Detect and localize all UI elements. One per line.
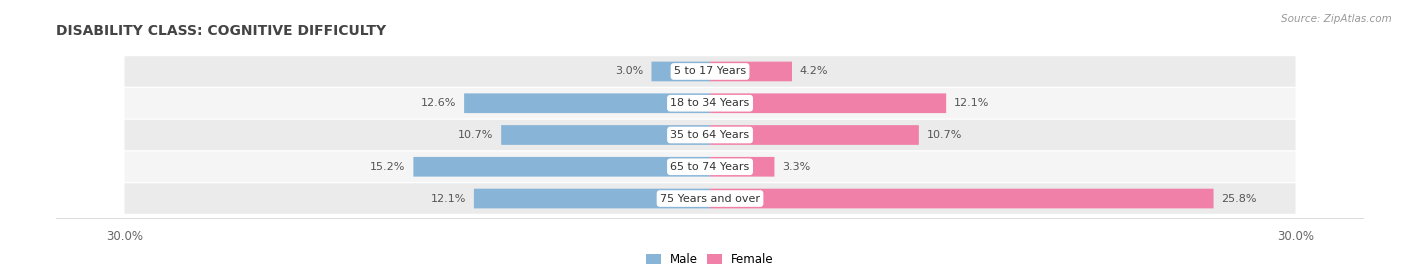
FancyBboxPatch shape <box>710 157 775 177</box>
FancyBboxPatch shape <box>710 62 792 81</box>
Text: 3.0%: 3.0% <box>616 66 644 76</box>
FancyBboxPatch shape <box>464 93 710 113</box>
FancyBboxPatch shape <box>125 56 1295 87</box>
FancyBboxPatch shape <box>651 62 710 81</box>
FancyBboxPatch shape <box>125 183 1295 214</box>
Text: 18 to 34 Years: 18 to 34 Years <box>671 98 749 108</box>
FancyBboxPatch shape <box>125 151 1295 182</box>
FancyBboxPatch shape <box>710 93 946 113</box>
Text: 15.2%: 15.2% <box>370 162 405 172</box>
Text: 4.2%: 4.2% <box>800 66 828 76</box>
Text: DISABILITY CLASS: COGNITIVE DIFFICULTY: DISABILITY CLASS: COGNITIVE DIFFICULTY <box>56 24 387 38</box>
FancyBboxPatch shape <box>413 157 710 177</box>
FancyBboxPatch shape <box>710 189 1213 208</box>
Text: 12.1%: 12.1% <box>430 194 465 204</box>
Text: 65 to 74 Years: 65 to 74 Years <box>671 162 749 172</box>
Text: 10.7%: 10.7% <box>927 130 962 140</box>
FancyBboxPatch shape <box>710 125 920 145</box>
Text: 35 to 64 Years: 35 to 64 Years <box>671 130 749 140</box>
Text: 3.3%: 3.3% <box>782 162 810 172</box>
Text: 12.6%: 12.6% <box>420 98 457 108</box>
Text: 75 Years and over: 75 Years and over <box>659 194 761 204</box>
FancyBboxPatch shape <box>125 120 1295 150</box>
FancyBboxPatch shape <box>474 189 710 208</box>
Text: 10.7%: 10.7% <box>458 130 494 140</box>
Text: 12.1%: 12.1% <box>955 98 990 108</box>
Text: 25.8%: 25.8% <box>1222 194 1257 204</box>
FancyBboxPatch shape <box>501 125 710 145</box>
Text: Source: ZipAtlas.com: Source: ZipAtlas.com <box>1281 14 1392 23</box>
Legend: Male, Female: Male, Female <box>641 248 779 270</box>
FancyBboxPatch shape <box>125 88 1295 119</box>
Text: 5 to 17 Years: 5 to 17 Years <box>673 66 747 76</box>
